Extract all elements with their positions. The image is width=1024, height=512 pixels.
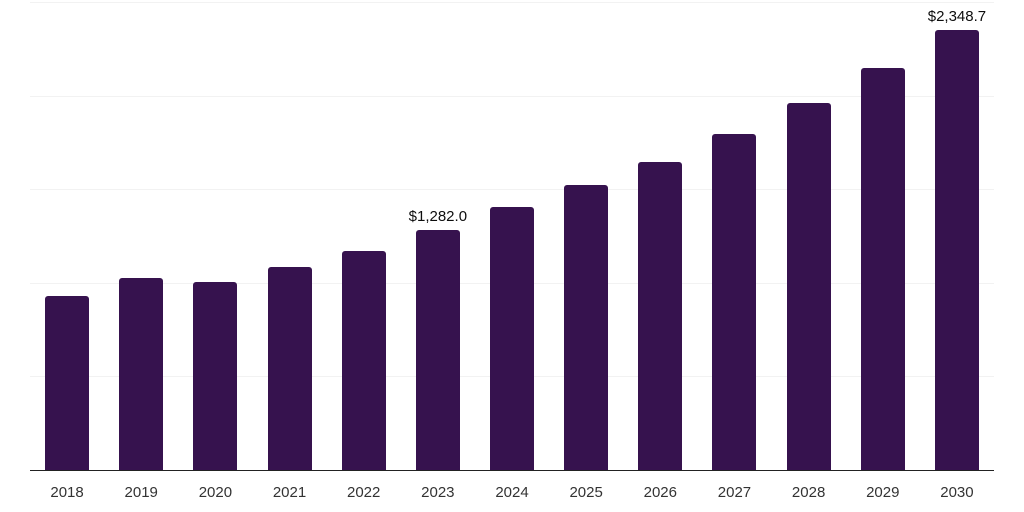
x-tick-label-2024: 2024 [495,484,529,501]
x-tick-label-2020: 2020 [198,484,233,501]
bar-value-label-2023: $1,282.0 [408,208,468,226]
x-axis-line [30,469,994,471]
bar-2025 [564,185,609,470]
x-tick-label-2026: 2026 [643,484,677,501]
bar-2028 [786,102,831,470]
x-tick-label-2027: 2027 [717,484,752,501]
x-tick-label-2018: 2018 [50,484,84,501]
bar-2029 [860,67,905,470]
x-tick-label-2019: 2019 [124,484,158,501]
bar-2030 [934,30,979,470]
bar-2022 [341,250,386,470]
bar-2027 [712,133,757,470]
gridline [30,95,994,97]
bar-2023 [415,230,460,470]
bar-2021 [267,266,312,470]
bar-2024 [490,207,534,470]
x-tick-label-2021: 2021 [272,484,307,501]
x-tick-label-2022: 2022 [347,484,381,501]
x-tick-label-2023: 2023 [421,484,455,501]
x-tick-label-2030: 2030 [940,484,974,501]
gridline [30,2,994,3]
bar-2018 [45,296,90,470]
bar-2026 [638,162,683,470]
bar-2019 [119,277,164,470]
bar-2020 [193,281,238,470]
bar-value-label-2030: $2,348.7 [927,8,987,26]
gridline [30,189,994,191]
x-tick-label-2028: 2028 [791,484,826,501]
x-tick-label-2029: 2029 [866,484,900,501]
x-tick-label-2025: 2025 [569,484,603,501]
